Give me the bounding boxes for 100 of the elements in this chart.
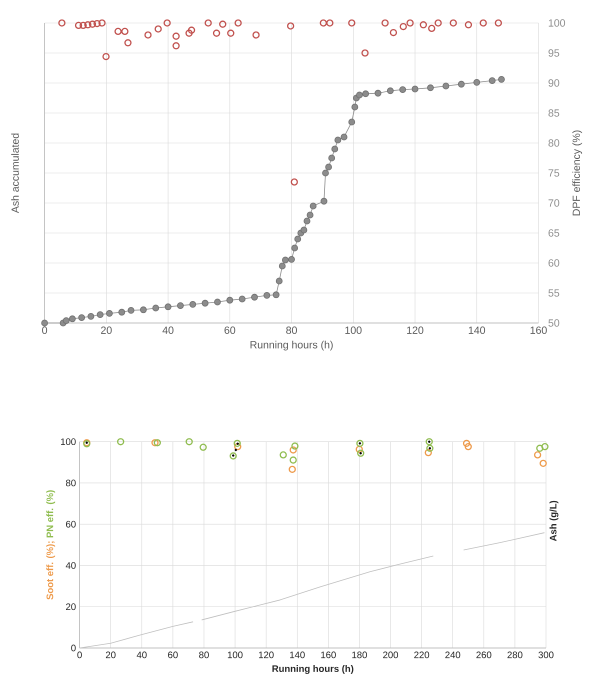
point: [306, 212, 314, 218]
point: [68, 315, 76, 322]
point: [118, 308, 126, 316]
point: [88, 313, 94, 320]
point: [144, 31, 152, 39]
x-tick-label: 160: [530, 326, 547, 334]
point: [151, 439, 159, 446]
point: [328, 154, 336, 162]
point: [362, 90, 370, 98]
point: [186, 438, 193, 446]
point: [412, 86, 418, 92]
point: [234, 19, 242, 27]
text: Soot eff. (%);: [46, 542, 56, 600]
x-tick-label: 180: [352, 652, 367, 658]
point: [154, 25, 162, 33]
point: [58, 19, 66, 27]
y2-tick-label: 70: [548, 199, 560, 207]
point: [238, 296, 246, 302]
point: [424, 448, 432, 456]
y2-tick-label: 50: [548, 319, 560, 327]
point: [356, 446, 363, 453]
y2-tick-label: 100: [548, 19, 566, 27]
point: [356, 92, 363, 98]
point: [128, 307, 134, 314]
point: [189, 301, 196, 308]
x-tick-label: 100: [345, 326, 362, 334]
point: [426, 438, 433, 446]
point: [462, 440, 470, 447]
point: [340, 134, 348, 140]
point: [361, 49, 369, 57]
x-tick-label: 80: [286, 326, 297, 334]
point: [290, 446, 297, 454]
point: [234, 440, 241, 447]
x-tick-label: 80: [199, 652, 209, 658]
point: [334, 136, 342, 144]
point: [106, 310, 113, 317]
point: [214, 298, 221, 306]
point: [300, 226, 308, 234]
x-tick-label: 300: [538, 652, 554, 658]
point: [276, 278, 283, 284]
point: [202, 300, 209, 307]
point: [351, 104, 358, 110]
point: [320, 198, 328, 205]
point: [286, 22, 294, 30]
y2-tick-label: 90: [548, 79, 560, 87]
y2-tick-label: 60: [548, 259, 560, 267]
point: [288, 256, 295, 263]
x-tick-label: 260: [476, 652, 492, 658]
y2-tick-label: 95: [548, 49, 560, 57]
point: [124, 39, 132, 46]
text: PN eff. (%): [46, 490, 56, 538]
point: [172, 42, 180, 50]
y2-axis-title: Ash (g/L): [550, 500, 558, 542]
x-tick-label: 140: [468, 326, 486, 334]
point: [234, 443, 242, 450]
point: [426, 444, 434, 452]
point: [356, 440, 364, 447]
x-tick-label: 120: [407, 326, 424, 334]
x-tick-label: 220: [414, 652, 430, 658]
x-tick-label: 20: [106, 652, 116, 658]
point: [188, 26, 196, 34]
point: [282, 256, 289, 264]
x-tick-label: 40: [136, 652, 147, 658]
point: [251, 294, 258, 301]
y2-tick-label: 55: [548, 289, 560, 297]
point: [121, 28, 128, 36]
y-tick-label: 0: [71, 644, 76, 652]
point: [304, 218, 310, 224]
point: [212, 30, 220, 37]
point: [185, 30, 193, 37]
point: [272, 291, 280, 298]
point: [473, 79, 480, 86]
point: [400, 22, 407, 30]
point: [102, 52, 110, 60]
point: [88, 20, 96, 28]
point: [399, 86, 406, 93]
point: [41, 320, 48, 326]
point: [488, 77, 496, 84]
point: [428, 24, 436, 32]
y-tick-label: 40: [66, 562, 76, 569]
point: [357, 450, 364, 457]
point: [322, 170, 329, 176]
point: [114, 28, 122, 36]
point: [96, 311, 104, 318]
point: [78, 314, 86, 321]
point: [464, 443, 472, 450]
x-tick-label: 280: [507, 652, 522, 658]
point: [434, 19, 442, 27]
point: [280, 451, 287, 459]
point: [172, 32, 180, 40]
point: [204, 19, 212, 27]
x-axis-title: Running hours (h): [250, 340, 333, 351]
y2-axis-title: DPF efficiency (%): [572, 130, 582, 216]
point: [320, 19, 327, 27]
point: [464, 21, 472, 28]
x-tick-label: 60: [168, 652, 178, 658]
point: [325, 164, 332, 170]
point: [494, 19, 502, 27]
x-tick-label: 40: [162, 326, 174, 334]
point: [200, 444, 207, 451]
